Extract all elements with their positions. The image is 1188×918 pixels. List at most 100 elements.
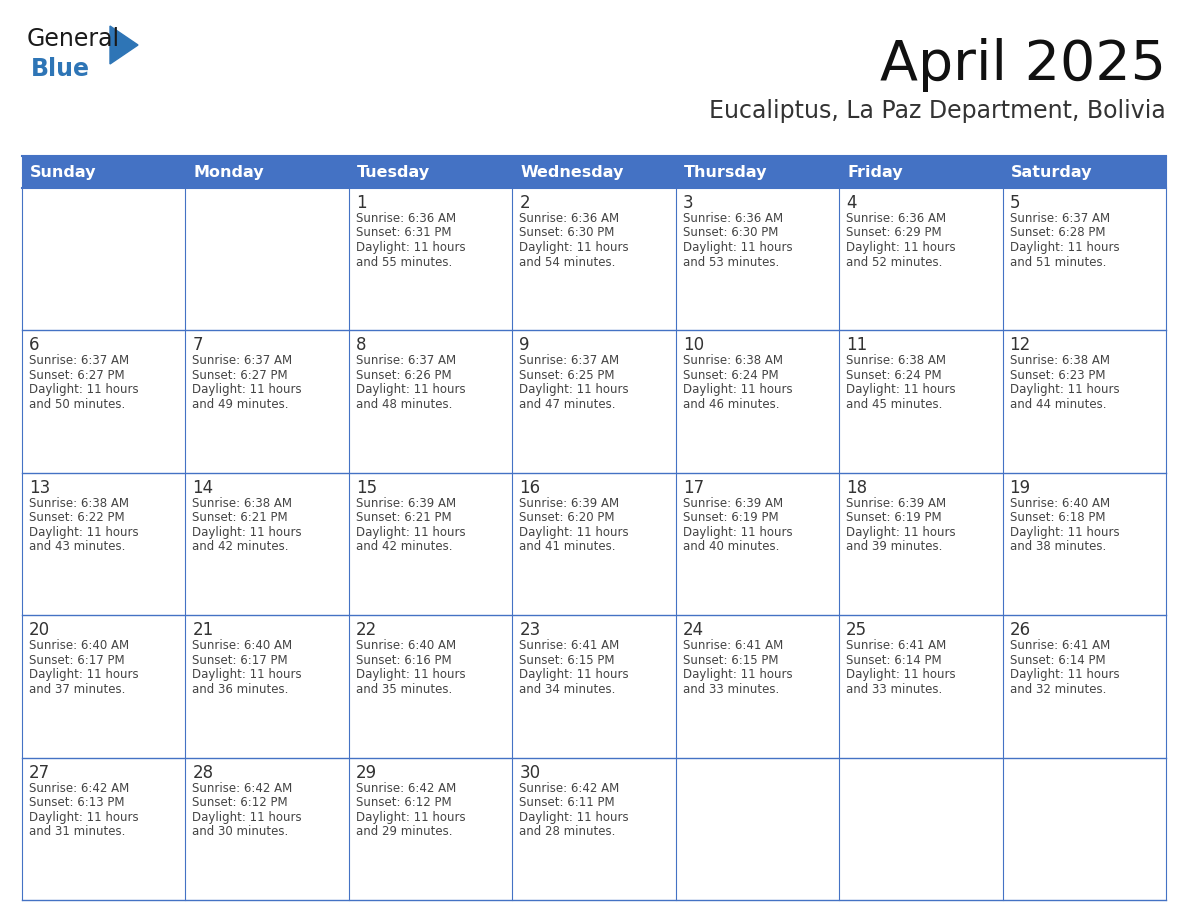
Text: Sunset: 6:21 PM: Sunset: 6:21 PM [356,511,451,524]
Text: 17: 17 [683,479,703,497]
Text: Blue: Blue [31,57,90,81]
Text: Daylight: 11 hours: Daylight: 11 hours [1010,241,1119,254]
Bar [512,188,676,330]
Text: General: General [27,27,120,51]
Text: 23: 23 [519,621,541,639]
Text: Tuesday: Tuesday [356,164,430,180]
Text: Sunrise: 6:39 AM: Sunrise: 6:39 AM [846,497,947,509]
Text: Daylight: 11 hours: Daylight: 11 hours [356,526,466,539]
Text: Daylight: 11 hours: Daylight: 11 hours [846,241,956,254]
Text: Daylight: 11 hours: Daylight: 11 hours [519,384,628,397]
Text: 1: 1 [356,194,366,212]
Bar [839,330,1003,473]
Text: Monday: Monday [194,164,264,180]
Text: 13: 13 [29,479,50,497]
Text: Daylight: 11 hours: Daylight: 11 hours [683,384,792,397]
Text: and 42 minutes.: and 42 minutes. [356,541,453,554]
Text: Sunset: 6:21 PM: Sunset: 6:21 PM [192,511,287,524]
Text: and 34 minutes.: and 34 minutes. [519,683,615,696]
Text: Sunrise: 6:36 AM: Sunrise: 6:36 AM [519,212,619,225]
Bar [185,188,349,330]
Text: 12: 12 [1010,336,1031,354]
Text: Sunset: 6:29 PM: Sunset: 6:29 PM [846,227,942,240]
Bar [23,615,185,757]
Text: Sunrise: 6:42 AM: Sunrise: 6:42 AM [356,781,456,795]
Text: Sunday: Sunday [30,164,96,180]
Text: 25: 25 [846,621,867,639]
Text: Daylight: 11 hours: Daylight: 11 hours [846,526,956,539]
Bar [676,615,839,757]
Text: 26: 26 [1010,621,1031,639]
Text: Sunset: 6:15 PM: Sunset: 6:15 PM [519,654,614,666]
Bar [185,615,349,757]
Text: Wednesday: Wednesday [520,164,624,180]
Bar [185,330,349,473]
Bar [512,330,676,473]
Text: and 38 minutes.: and 38 minutes. [1010,541,1106,554]
Text: Daylight: 11 hours: Daylight: 11 hours [846,384,956,397]
Text: and 37 minutes.: and 37 minutes. [29,683,126,696]
Text: Sunrise: 6:39 AM: Sunrise: 6:39 AM [519,497,619,509]
Text: Daylight: 11 hours: Daylight: 11 hours [519,811,628,823]
Text: Eucaliptus, La Paz Department, Bolivia: Eucaliptus, La Paz Department, Bolivia [709,99,1165,123]
Text: Sunrise: 6:41 AM: Sunrise: 6:41 AM [1010,639,1110,652]
Text: Daylight: 11 hours: Daylight: 11 hours [192,384,302,397]
Text: and 29 minutes.: and 29 minutes. [356,825,453,838]
Text: Daylight: 11 hours: Daylight: 11 hours [356,668,466,681]
Bar [23,330,185,473]
Text: 18: 18 [846,479,867,497]
Text: Sunrise: 6:40 AM: Sunrise: 6:40 AM [192,639,292,652]
Bar [349,615,512,757]
Text: 3: 3 [683,194,694,212]
Text: Sunset: 6:18 PM: Sunset: 6:18 PM [1010,511,1105,524]
Text: Sunset: 6:22 PM: Sunset: 6:22 PM [29,511,125,524]
Bar [23,473,185,615]
Text: Sunrise: 6:38 AM: Sunrise: 6:38 AM [29,497,129,509]
Text: April 2025: April 2025 [880,38,1165,92]
Bar [676,330,839,473]
Bar [512,757,676,900]
Text: Sunset: 6:14 PM: Sunset: 6:14 PM [1010,654,1105,666]
Bar [1003,188,1165,330]
Text: Daylight: 11 hours: Daylight: 11 hours [1010,668,1119,681]
Text: and 50 minutes.: and 50 minutes. [29,397,125,411]
Text: Sunset: 6:24 PM: Sunset: 6:24 PM [846,369,942,382]
Text: and 42 minutes.: and 42 minutes. [192,541,289,554]
Text: Daylight: 11 hours: Daylight: 11 hours [846,668,956,681]
Text: and 55 minutes.: and 55 minutes. [356,255,453,268]
Text: 20: 20 [29,621,50,639]
Text: 28: 28 [192,764,214,781]
Bar [839,757,1003,900]
Text: and 51 minutes.: and 51 minutes. [1010,255,1106,268]
Text: and 53 minutes.: and 53 minutes. [683,255,779,268]
Text: Daylight: 11 hours: Daylight: 11 hours [29,526,139,539]
Text: and 44 minutes.: and 44 minutes. [1010,397,1106,411]
Text: Sunrise: 6:40 AM: Sunrise: 6:40 AM [29,639,129,652]
Bar [839,615,1003,757]
Text: Daylight: 11 hours: Daylight: 11 hours [29,384,139,397]
Polygon shape [110,26,138,64]
Text: Sunset: 6:12 PM: Sunset: 6:12 PM [192,796,287,809]
Text: Sunrise: 6:38 AM: Sunrise: 6:38 AM [192,497,292,509]
Text: and 32 minutes.: and 32 minutes. [1010,683,1106,696]
Text: Daylight: 11 hours: Daylight: 11 hours [192,668,302,681]
Text: 11: 11 [846,336,867,354]
Text: and 54 minutes.: and 54 minutes. [519,255,615,268]
Text: Sunset: 6:13 PM: Sunset: 6:13 PM [29,796,125,809]
Text: and 49 minutes.: and 49 minutes. [192,397,289,411]
Text: Sunset: 6:12 PM: Sunset: 6:12 PM [356,796,451,809]
Text: and 48 minutes.: and 48 minutes. [356,397,453,411]
Text: Sunrise: 6:42 AM: Sunrise: 6:42 AM [519,781,619,795]
Text: and 45 minutes.: and 45 minutes. [846,397,942,411]
Text: Daylight: 11 hours: Daylight: 11 hours [356,384,466,397]
Bar [23,757,185,900]
Bar [676,188,839,330]
Text: Sunset: 6:19 PM: Sunset: 6:19 PM [846,511,942,524]
Text: and 41 minutes.: and 41 minutes. [519,541,615,554]
Text: Sunrise: 6:41 AM: Sunrise: 6:41 AM [683,639,783,652]
Text: and 31 minutes.: and 31 minutes. [29,825,126,838]
Text: Daylight: 11 hours: Daylight: 11 hours [1010,384,1119,397]
Text: Sunrise: 6:40 AM: Sunrise: 6:40 AM [1010,497,1110,509]
Text: Thursday: Thursday [684,164,767,180]
Text: Sunset: 6:28 PM: Sunset: 6:28 PM [1010,227,1105,240]
